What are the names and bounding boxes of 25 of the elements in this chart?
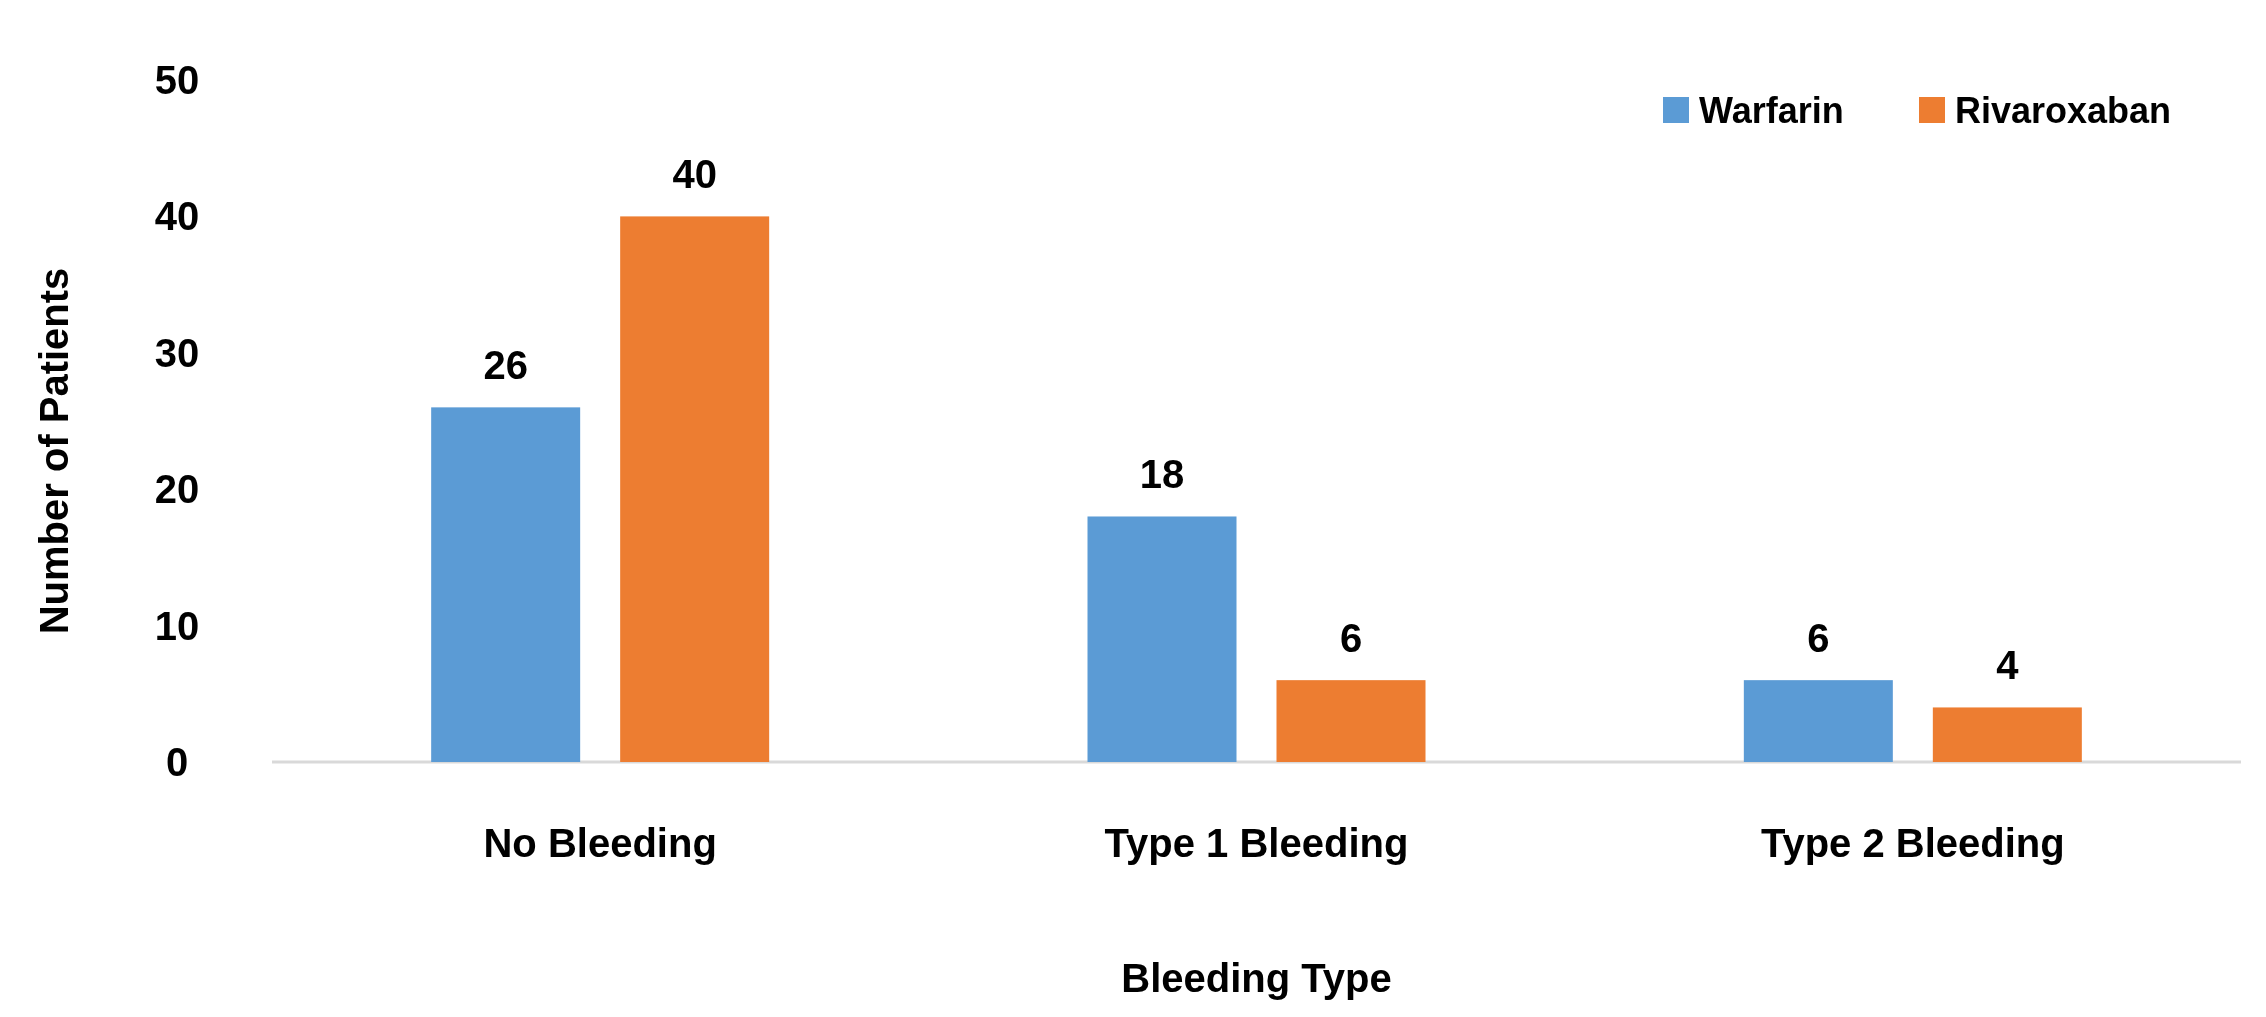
x-axis-title: Bleeding Type (1121, 956, 1392, 1000)
y-tick-label: 10 (154, 603, 200, 648)
x-tick-label: Type 2 Bleeding (1760, 821, 2065, 865)
data-label: 6 (1807, 616, 1830, 661)
data-label: 4 (1996, 643, 2020, 688)
y-tick-label: 0 (165, 740, 189, 784)
data-label: 26 (483, 343, 528, 388)
y-tick-label: 20 (154, 467, 200, 512)
y-tick-label: 40 (154, 194, 200, 239)
legend-label: Warfarin (1699, 90, 1844, 131)
bar (1087, 516, 1237, 762)
bar (620, 216, 770, 762)
x-tick-label: Type 1 Bleeding (1104, 821, 1409, 865)
y-tick-label: 50 (154, 58, 200, 102)
legend-label: Rivaroxaban (1955, 90, 2172, 131)
bar (1932, 707, 2082, 762)
bar (1276, 680, 1426, 762)
data-label: 18 (1139, 452, 1185, 497)
bar (1743, 680, 1893, 762)
bar (431, 407, 581, 762)
data-label: 40 (672, 152, 717, 197)
x-tick-label: No Bleeding (483, 821, 717, 865)
data-label: 6 (1339, 616, 1363, 661)
y-tick-label: 30 (154, 330, 200, 375)
y-axis-title: Number of Patients (32, 267, 76, 635)
